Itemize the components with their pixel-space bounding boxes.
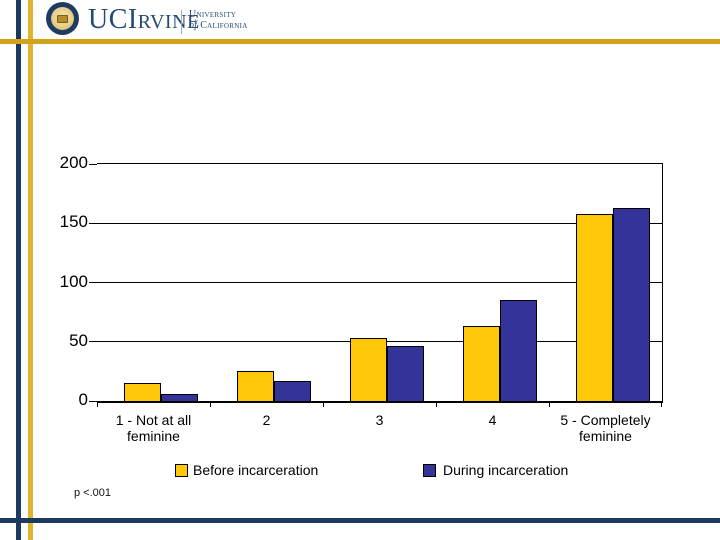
x-axis-label-cat3: 3 [375, 412, 384, 428]
x-axis-label-cat4: 4 [488, 412, 497, 428]
header-gold-rule [0, 39, 720, 44]
legend-label-before: Before incarceration [193, 462, 319, 478]
left-navy-rule [16, 0, 21, 540]
x-axis-label-cat5: 5 - Completely feminine [560, 412, 651, 444]
y-tick-100 [89, 282, 97, 283]
bar-during-cat1 [161, 394, 198, 401]
university-of-california-label: University of California [189, 9, 248, 31]
x-tick-3 [436, 401, 437, 407]
x-tick-2 [323, 401, 324, 407]
gridline-150 [97, 222, 662, 224]
y-axis-label-200: 200 [59, 153, 88, 172]
uci-wordmark: UCIrvine [88, 4, 200, 35]
y-axis-label-150: 150 [59, 212, 88, 232]
bar-before-cat2 [237, 371, 274, 401]
y-tick-200 [89, 163, 97, 165]
bar-during-cat4 [500, 300, 537, 401]
bar-before-cat4 [463, 326, 500, 401]
bar-during-cat2 [274, 381, 311, 401]
p-value-note: p <.001 [74, 487, 112, 499]
x-tick-1 [210, 401, 211, 407]
bar-before-cat5 [576, 214, 613, 401]
bar-chart-plot-area [89, 163, 663, 407]
uci-seal-icon [46, 2, 79, 35]
left-gold-rule [28, 0, 33, 540]
uci-seal-inner [51, 7, 74, 30]
legend-swatch-during [423, 464, 436, 477]
bar-during-cat5 [613, 208, 650, 401]
uci-seal-book-glyph [57, 14, 68, 23]
y-tick-50 [89, 341, 97, 343]
affiliation-line2: California [200, 20, 248, 31]
x-axis-labels: 1 - Not at all feminine 2 3 4 5 - Completely… [97, 412, 662, 452]
y-tick-150 [89, 222, 97, 224]
bar-before-cat3 [350, 338, 387, 401]
bar-before-cat1 [124, 383, 161, 401]
affiliation-of: of [189, 20, 198, 31]
legend-label-during: During incarceration [443, 462, 569, 478]
y-axis-label-0: 0 [78, 390, 88, 409]
bar-during-cat3 [387, 346, 424, 401]
y-axis-label-100: 100 [59, 271, 88, 291]
affiliation-line1: University [189, 9, 237, 20]
gridline-100 [97, 282, 662, 283]
y-tick-0 [89, 400, 97, 402]
x-axis-label-cat1: 1 - Not at all feminine [115, 412, 192, 444]
x-axis-label-cat2: 2 [262, 412, 271, 428]
x-tick-0 [97, 401, 98, 407]
legend-swatch-before [175, 464, 188, 477]
x-tick-4 [549, 401, 550, 407]
x-tick-5 [661, 401, 662, 407]
footer-navy-rule [0, 518, 720, 523]
y-axis-label-50: 50 [69, 330, 88, 350]
logo-divider [181, 10, 182, 34]
